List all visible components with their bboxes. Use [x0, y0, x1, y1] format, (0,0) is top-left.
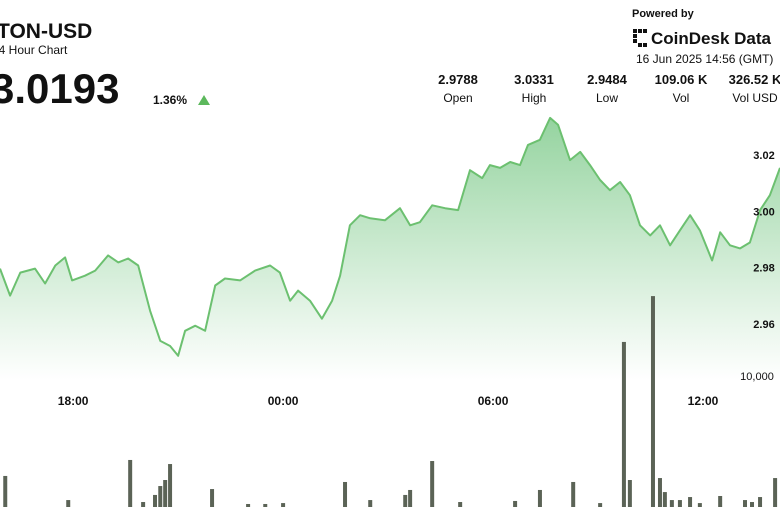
- volume-bar: [343, 481, 348, 507]
- volume-bar: [263, 503, 268, 507]
- volume-bar: [677, 500, 682, 507]
- volume-bar: [408, 489, 413, 507]
- area-fill: [0, 117, 780, 381]
- stat-label: Low: [596, 91, 618, 105]
- volume-bar: [3, 475, 8, 507]
- volume-bar: [750, 502, 755, 507]
- volume-bar: [246, 503, 251, 507]
- volume-bar: [66, 500, 71, 507]
- volume-bar: [430, 461, 435, 507]
- powered-by: Powered by: [632, 8, 695, 20]
- price: 3.0193: [0, 65, 119, 112]
- volume-bar: [657, 478, 662, 507]
- volume-bar: [458, 502, 463, 507]
- volume-bar: [168, 464, 173, 507]
- volume-bar: [403, 494, 408, 507]
- stat-label: Open: [443, 91, 472, 105]
- price-line: [0, 116, 780, 357]
- subtitle: 24 Hour Chart: [0, 43, 68, 57]
- x-tick-label: 12:00: [688, 394, 719, 408]
- stat-label: Vol USD: [732, 91, 778, 105]
- up-arrow: [198, 95, 210, 105]
- stat-value: 326.52 K: [729, 72, 780, 87]
- stats: 2.9788 Open 3.0331 High 2.9484 Low 109.06 K Vol…: [438, 72, 780, 105]
- stat-value: 3.0331: [514, 72, 554, 87]
- x-tick-label: 00:00: [268, 394, 299, 408]
- volume-bar: [153, 494, 158, 507]
- brand: CoinDesk Data: [651, 29, 772, 48]
- y2-tick-label: 10,000: [740, 371, 774, 383]
- volume-bar: [513, 500, 518, 507]
- volume-bar: [621, 341, 626, 507]
- volume-bar: [662, 492, 667, 507]
- volume-bar: [697, 503, 702, 507]
- stat-label: High: [522, 91, 547, 105]
- volume-bar: [537, 489, 542, 507]
- timestamp: 16 Jun 2025 14:56 (GMT): [636, 52, 773, 66]
- volume-bar: [718, 495, 723, 507]
- volume-bar: [210, 489, 215, 507]
- volume-bar: [669, 500, 674, 507]
- logo-icon: [633, 29, 647, 47]
- y-tick-label: 2.96: [753, 319, 774, 331]
- title: TON-USD: [0, 20, 92, 43]
- volume-bar: [758, 497, 763, 507]
- stat-value: 2.9484: [587, 72, 628, 87]
- volume-bar: [141, 502, 146, 507]
- y-tick-label: 3.02: [753, 150, 774, 162]
- y-tick-label: 3.00: [753, 206, 774, 218]
- volume-bar: [281, 503, 286, 507]
- volume-bar: [128, 459, 133, 507]
- volume-bar: [368, 500, 373, 507]
- volume-bar: [598, 503, 603, 507]
- volume-bar: [688, 497, 693, 507]
- y-tick-label: 2.98: [753, 263, 774, 275]
- x-tick-label: 06:00: [478, 394, 509, 408]
- stat-value: 2.9788: [438, 72, 478, 87]
- volume-bar: [650, 296, 655, 507]
- plot: 2.96 2.98 3.00 3.02 18:00 00:00 06:00 12:00 10,0…: [0, 116, 780, 507]
- volume-bar: [158, 486, 163, 507]
- stat-label: Vol: [673, 91, 690, 105]
- volume-bar: [743, 500, 748, 507]
- volume-bar: [627, 480, 632, 507]
- volume-bar: [163, 480, 168, 507]
- volume-bar: [773, 478, 778, 507]
- x-tick-label: 18:00: [58, 394, 89, 408]
- stat-value: 109.06 K: [655, 72, 708, 87]
- change: 1.36%: [153, 93, 187, 107]
- volume-bar: [571, 481, 576, 507]
